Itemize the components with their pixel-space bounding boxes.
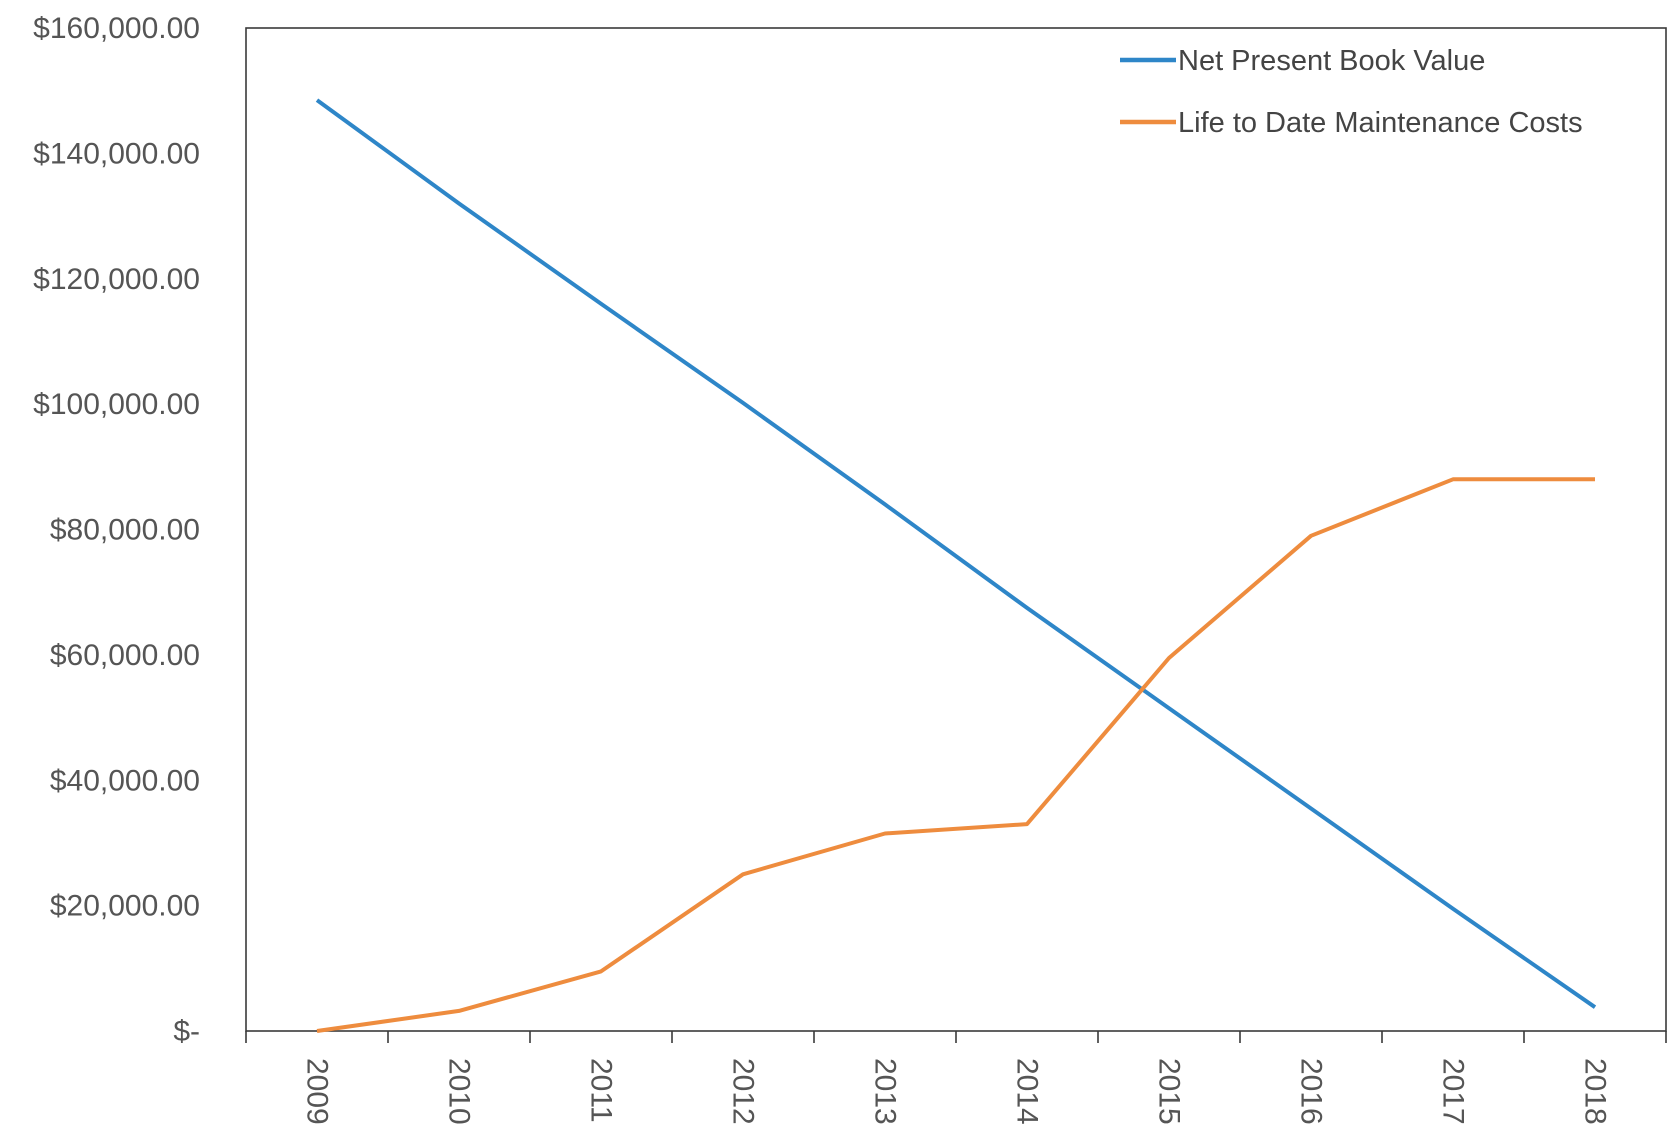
data-point xyxy=(598,301,604,307)
legend-label: Net Present Book Value xyxy=(1178,45,1485,77)
data-point xyxy=(1024,605,1030,611)
data-point xyxy=(1308,533,1314,539)
series-line-2 xyxy=(316,477,1595,1033)
data-point xyxy=(598,968,604,974)
y-axis: $- $20,000.00 $40,000.00 $60,000.00 $80,000.… xyxy=(33,12,200,1048)
legend-item: Net Present Book Value xyxy=(1120,45,1485,77)
data-point xyxy=(740,871,746,877)
data-point xyxy=(1450,476,1456,482)
x-tick-label: 2009 xyxy=(301,1058,334,1125)
x-axis: 2009 2010 2011 2012 2013 2014 2015 2016 2017 2018 xyxy=(245,1031,1667,1125)
data-point xyxy=(1592,1004,1598,1010)
data-point xyxy=(1450,906,1456,912)
data-point xyxy=(456,201,462,207)
data-point xyxy=(882,501,888,507)
legend: Net Present Book Value Life to Date Maint… xyxy=(1120,45,1583,139)
y-tick-label: $100,000.00 xyxy=(33,388,200,421)
x-tick-label: 2010 xyxy=(443,1058,476,1125)
series-layer xyxy=(314,97,1598,1034)
data-point xyxy=(882,831,888,837)
y-tick-label: $60,000.00 xyxy=(50,639,200,672)
x-tick-label: 2015 xyxy=(1153,1058,1186,1125)
y-tick-label: $- xyxy=(173,1015,200,1048)
data-point xyxy=(1166,655,1172,661)
series-line-1 xyxy=(315,98,1597,1009)
x-tick-label: 2014 xyxy=(1011,1058,1044,1125)
data-point xyxy=(1308,806,1314,812)
plot-border xyxy=(245,27,1667,1032)
x-tick-label: 2012 xyxy=(727,1058,760,1125)
data-point xyxy=(1592,476,1598,482)
x-tick-label: 2018 xyxy=(1579,1058,1612,1125)
data-point xyxy=(314,97,320,103)
plot-area xyxy=(245,27,1667,1032)
data-point xyxy=(314,1028,320,1034)
x-tick-label: 2013 xyxy=(869,1058,902,1125)
legend-item: Life to Date Maintenance Costs xyxy=(1120,107,1583,139)
x-tick-label: 2016 xyxy=(1295,1058,1328,1125)
y-tick-label: $40,000.00 xyxy=(50,764,200,797)
y-tick-label: $160,000.00 xyxy=(33,12,200,45)
x-tick-label: 2017 xyxy=(1437,1058,1470,1125)
y-tick-label: $140,000.00 xyxy=(33,137,200,170)
y-tick-label: $20,000.00 xyxy=(50,890,200,923)
y-tick-label: $120,000.00 xyxy=(33,263,200,296)
legend-label: Life to Date Maintenance Costs xyxy=(1178,107,1583,139)
data-point xyxy=(456,1008,462,1014)
data-point xyxy=(740,400,746,406)
x-tick-label: 2011 xyxy=(585,1058,618,1123)
data-point xyxy=(1024,821,1030,827)
data-point xyxy=(1166,705,1172,711)
y-tick-label: $80,000.00 xyxy=(50,514,200,547)
